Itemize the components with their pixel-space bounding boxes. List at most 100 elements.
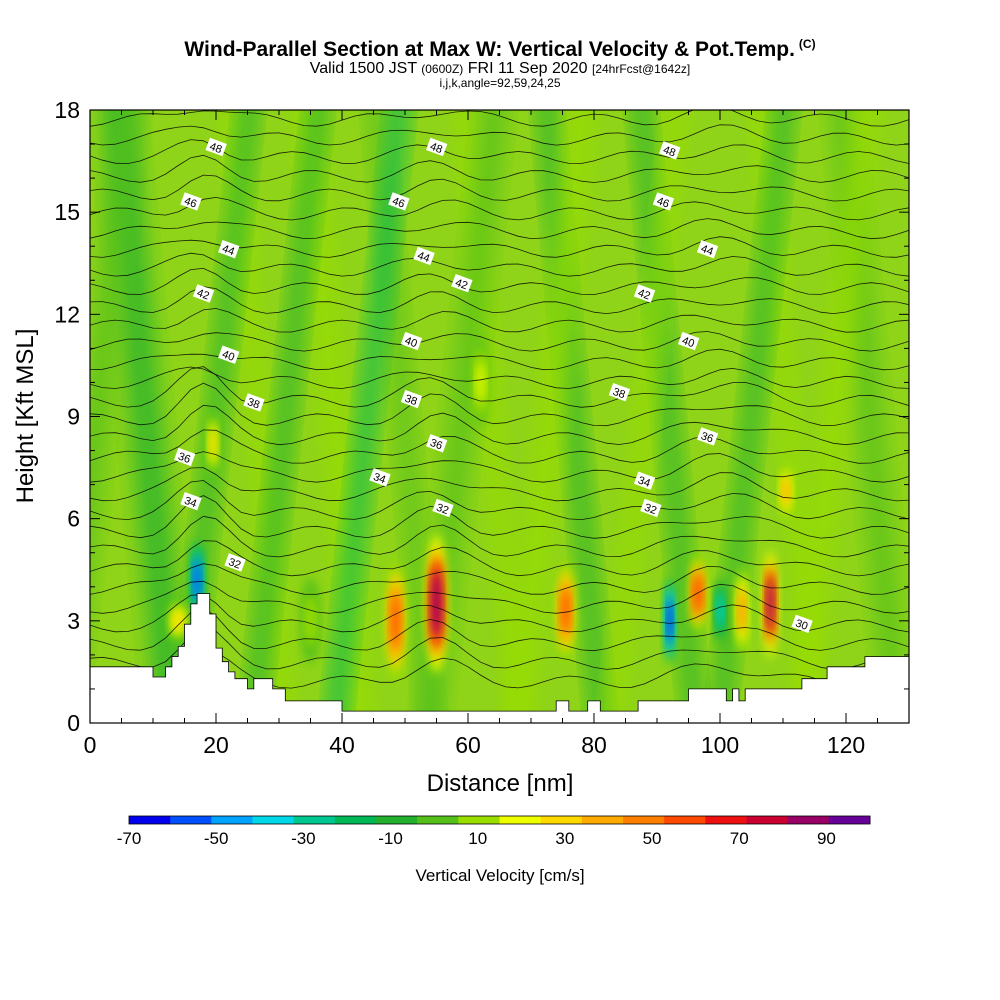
y-tick-label: 12 <box>54 301 80 327</box>
theta-contour-label-bg <box>388 192 410 211</box>
theta-contour-line <box>90 563 909 595</box>
velocity-cell <box>763 549 777 659</box>
velocity-cell-shade <box>391 592 400 650</box>
theta-contour-label-bg <box>180 192 202 211</box>
theta-contour-label-bg <box>432 498 454 518</box>
theta-contour-label-bg <box>791 614 813 633</box>
colorbar-tick-label: -10 <box>378 829 403 848</box>
colorbar-swatch <box>170 816 212 824</box>
theta-contour-line <box>90 650 909 689</box>
colorbar-swatch <box>623 816 665 824</box>
plot-area: 48 48 48 46 46 46 44 44 44 42 42 42 40 40 40 38 38 38 36 36… <box>89 109 910 724</box>
theta-contour-label-text: 38 <box>246 396 262 411</box>
velocity-band <box>535 110 612 723</box>
theta-contour-label-text: 40 <box>680 335 696 350</box>
y-tick-label: 18 <box>54 97 80 123</box>
theta-contour-label-bg <box>652 192 675 211</box>
theta-contour-label-bg <box>400 389 423 409</box>
theta-contour-label-bg <box>400 331 423 351</box>
theta-contour-label: 48 <box>659 141 681 160</box>
theta-contour-label: 40 <box>218 345 240 364</box>
velocity-band <box>708 110 796 723</box>
theta-contour-line <box>90 429 909 464</box>
theta-contour-label-text: 32 <box>435 502 451 517</box>
velocity-cell <box>206 409 219 479</box>
colorbar-swatch <box>334 816 377 824</box>
theta-contour-label-bg <box>451 274 473 293</box>
velocity-cell-shade <box>694 575 702 612</box>
theta-contour-line <box>90 154 909 183</box>
theta-contour-label-bg <box>205 137 227 157</box>
chart-subtitle: Valid 1500 JST (0600Z) FRI 11 Sep 2020 [… <box>309 60 691 77</box>
colorbar-tick-label: -70 <box>117 829 142 848</box>
theta-contour-label-text: 48 <box>661 144 677 159</box>
theta-contour-line <box>90 366 909 408</box>
theta-contour-labels: 48 48 48 46 46 46 44 44 44 42 42 42 40 40 40 38 38 38 36 36… <box>173 137 813 633</box>
velocity-cell-shade <box>739 590 745 632</box>
velocity-cell <box>426 534 447 674</box>
theta-contour-label-bg <box>180 491 202 511</box>
theta-contour-label-bg <box>633 471 656 490</box>
theta-contour-label-text: 36 <box>428 437 444 452</box>
theta-contour-line <box>90 540 909 577</box>
theta-contour-label-bg <box>640 498 662 518</box>
theta-contour-line <box>90 382 909 427</box>
colorbar-swatch <box>252 816 295 824</box>
theta-contour-label: 44 <box>218 239 240 259</box>
theta-contour-label: 46 <box>652 192 675 211</box>
terrain <box>89 593 910 724</box>
theta-contour-label-bg <box>425 434 448 453</box>
theta-contour-line <box>90 580 909 614</box>
theta-contour-label-bg <box>696 427 719 446</box>
theta-contour-line <box>90 480 909 521</box>
chart-indices: i,j,k,angle=92,59,24,25 <box>439 76 561 90</box>
x-tick-label: 20 <box>203 732 229 758</box>
theta-contour-label-text: 32 <box>227 556 243 571</box>
colorbar-tick-label: 50 <box>643 829 662 848</box>
theta-contour-line <box>90 286 909 315</box>
theta-contour-label: 42 <box>451 274 473 293</box>
theta-contour-label-bg <box>369 468 391 487</box>
colorbar-swatch <box>705 816 747 824</box>
theta-contour-label-text: 38 <box>403 393 419 408</box>
x-tick-label: 0 <box>84 732 97 758</box>
theta-contour-label: 46 <box>388 192 410 211</box>
theta-contour-label: 36 <box>173 447 196 467</box>
colorbar-swatch <box>376 816 418 824</box>
y-tick-label: 9 <box>67 404 80 430</box>
velocity-cell <box>472 339 489 426</box>
theta-contour-label-text: 42 <box>636 287 652 302</box>
theta-contour-label: 44 <box>413 246 435 266</box>
colorbar-swatch <box>828 816 871 824</box>
theta-contour-label: 32 <box>640 498 662 518</box>
theta-contour-label: 44 <box>696 239 719 259</box>
colorbar-swatch <box>293 816 336 824</box>
theta-contour-label-bg <box>696 239 719 259</box>
theta-contour-label: 46 <box>180 192 202 211</box>
theta-contour-label: 40 <box>677 331 700 351</box>
x-tick-label: 120 <box>827 732 865 758</box>
theta-contour-label-text: 48 <box>428 141 444 156</box>
theta-contour-label: 38 <box>400 389 423 409</box>
theta-contour-line <box>90 627 909 670</box>
theta-contour-line <box>90 366 909 389</box>
colorbar: -70 -50 -30 -10 10 30 50 70 90 <box>117 815 871 848</box>
velocity-cell <box>302 577 319 665</box>
theta-contour-label: 36 <box>425 434 448 453</box>
theta-contour-label-bg <box>218 239 240 259</box>
colorbar-tick-label: -30 <box>291 829 316 848</box>
theta-contour-label-text: 34 <box>636 474 652 489</box>
theta-contour-label-text: 48 <box>208 141 224 156</box>
colorbar-tick-label: -50 <box>204 829 229 848</box>
theta-contour-label-text: 44 <box>220 243 236 258</box>
velocity-cell-shade <box>476 362 485 403</box>
theta-contour-label: 38 <box>243 393 265 412</box>
velocity-cell-shade <box>561 587 570 635</box>
theta-contour-label-text: 44 <box>416 250 432 265</box>
theta-contour-line <box>90 308 909 333</box>
theta-contour-label: 30 <box>791 614 813 633</box>
chart-title: Wind-Parallel Section at Max W: Vertical… <box>184 37 816 61</box>
theta-contour-label-bg <box>173 447 196 467</box>
theta-contour-line <box>90 594 909 633</box>
velocity-band <box>786 110 881 723</box>
